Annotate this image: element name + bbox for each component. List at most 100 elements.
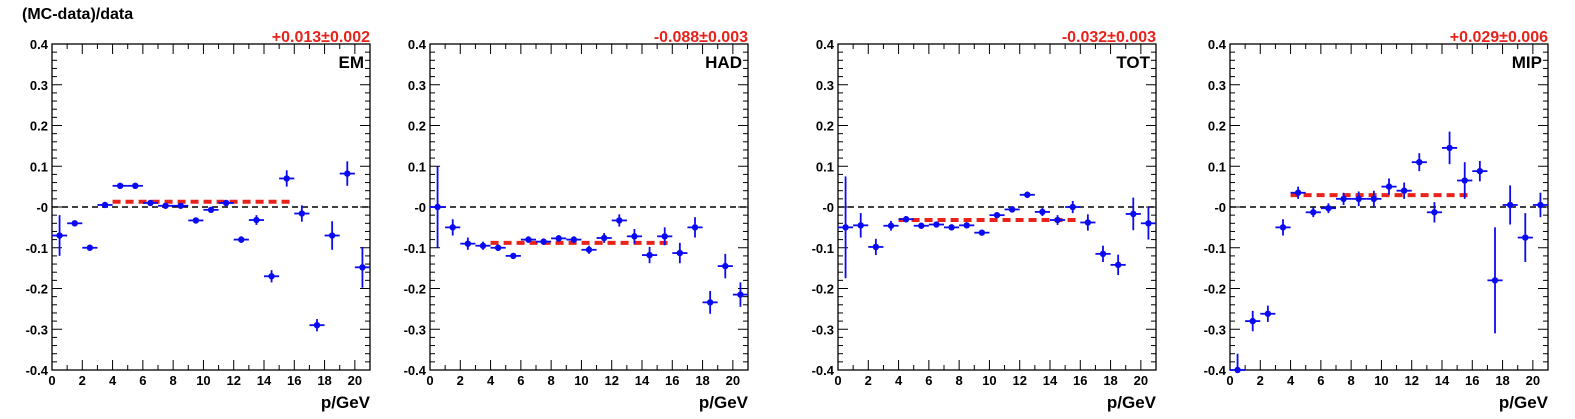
panel-label: EM (339, 53, 365, 72)
data-point (116, 182, 124, 190)
y-tick-label: -0.3 (812, 322, 834, 337)
y-tick-label: 0.2 (408, 119, 426, 134)
y-tick-label: -0.1 (404, 241, 426, 256)
chart-panel-tot: -0.4 -0.3 -0.2 -0.1 -0 0.1 0.2 0.3 0.4 0 2 4 6 8 10 12 1… (812, 29, 1157, 412)
y-tick-label: 0.3 (30, 78, 48, 93)
y-tick-label: 0.4 (816, 37, 835, 52)
data-point (359, 264, 366, 271)
x-tick-label: 2 (865, 373, 872, 388)
x-tick-label: 20 (1526, 373, 1540, 388)
y-tick-label: 0.3 (816, 78, 834, 93)
data-point (555, 235, 562, 242)
x-tick-label: 4 (1287, 373, 1295, 388)
x-tick-label: 8 (1348, 373, 1355, 388)
data-point (434, 203, 441, 211)
panel-label: TOT (1116, 53, 1150, 72)
data-point (872, 243, 880, 251)
data-point (1491, 277, 1499, 284)
panel-label: HAD (705, 53, 742, 72)
data-point (948, 224, 955, 231)
data-point (147, 199, 154, 207)
data-point (902, 216, 910, 223)
data-point (525, 236, 532, 243)
fit-annotation: +0.013±0.002 (272, 29, 370, 46)
x-tick-label: 18 (695, 373, 709, 388)
y-tick-label: -0.3 (404, 322, 426, 337)
x-tick-label: 16 (1465, 373, 1479, 388)
data-point (978, 229, 986, 236)
data-point (132, 182, 139, 190)
y-tick-label: -0.3 (1204, 322, 1226, 337)
data-point (101, 201, 109, 209)
data-point (1522, 234, 1529, 241)
data-point (1355, 195, 1362, 203)
x-tick-label: 6 (925, 373, 932, 388)
x-tick-label: 0 (48, 373, 55, 388)
data-point (1130, 210, 1137, 218)
y-tick-label: -0 (414, 200, 426, 215)
y-tick-label: -0.4 (404, 363, 427, 378)
x-tick-label: 14 (257, 373, 272, 388)
fit-annotation: -0.032±0.003 (1062, 29, 1156, 46)
data-point (253, 216, 260, 224)
data-point (857, 222, 864, 229)
y-tick-label: 0.3 (408, 78, 426, 93)
data-point (1249, 317, 1256, 325)
x-tick-label: 10 (574, 373, 588, 388)
x-tick-label: 14 (635, 373, 650, 388)
y-tick-label: -0.4 (26, 363, 49, 378)
data-point (449, 224, 456, 231)
x-tick-label: 14 (1435, 373, 1450, 388)
data-point (1234, 366, 1241, 374)
data-point (1069, 203, 1076, 211)
x-tick-label: 8 (956, 373, 963, 388)
y-tick-label: -0.2 (26, 282, 48, 297)
data-point (344, 170, 351, 177)
y-tick-label: -0 (1214, 200, 1226, 215)
x-tick-label: 0 (1226, 373, 1233, 388)
data-point (1008, 206, 1016, 213)
x-tick-label: 0 (834, 373, 841, 388)
y-tick-label: 0.1 (816, 159, 834, 174)
x-tick-label: 20 (1134, 373, 1148, 388)
x-axis-label: p/GeV (699, 393, 749, 412)
data-point (722, 262, 729, 270)
data-point (1264, 310, 1272, 317)
y-tick-label: 0.1 (30, 159, 48, 174)
y-tick-label: -0.2 (404, 282, 426, 297)
x-tick-label: 8 (548, 373, 555, 388)
data-point (298, 210, 306, 217)
x-tick-label: 6 (517, 373, 524, 388)
data-point (1370, 195, 1378, 203)
x-tick-label: 18 (1103, 373, 1117, 388)
x-tick-label: 16 (287, 373, 301, 388)
data-point (207, 206, 215, 214)
x-tick-label: 12 (226, 373, 240, 388)
data-point (737, 291, 744, 298)
data-point (706, 299, 714, 306)
y-tick-label: 0.2 (30, 119, 48, 134)
y-tick-label: -0.4 (812, 363, 835, 378)
data-point (600, 234, 608, 242)
data-point (1325, 205, 1332, 212)
data-point (1340, 195, 1347, 203)
x-tick-label: 18 (1495, 373, 1509, 388)
x-tick-label: 6 (1317, 373, 1324, 388)
data-point (510, 252, 517, 260)
y-tick-label: 0.2 (816, 119, 834, 134)
data-point (887, 222, 895, 229)
x-tick-label: 18 (317, 373, 331, 388)
data-point (1476, 167, 1484, 175)
y-tick-label: 0.3 (1208, 78, 1226, 93)
x-tick-label: 2 (457, 373, 464, 388)
y-axis-label: (MC-data)/data (22, 6, 134, 23)
chart-panel-mip: -0.4 -0.3 -0.2 -0.1 -0 0.1 0.2 0.3 0.4 0 2 4 6 8 10 12 1… (1204, 29, 1549, 412)
data-point (283, 175, 290, 182)
x-tick-label: 0 (426, 373, 433, 388)
y-tick-label: 0.2 (1208, 119, 1226, 134)
x-tick-label: 10 (982, 373, 996, 388)
data-point (1537, 201, 1544, 209)
data-point (540, 238, 547, 245)
data-point (646, 251, 653, 259)
